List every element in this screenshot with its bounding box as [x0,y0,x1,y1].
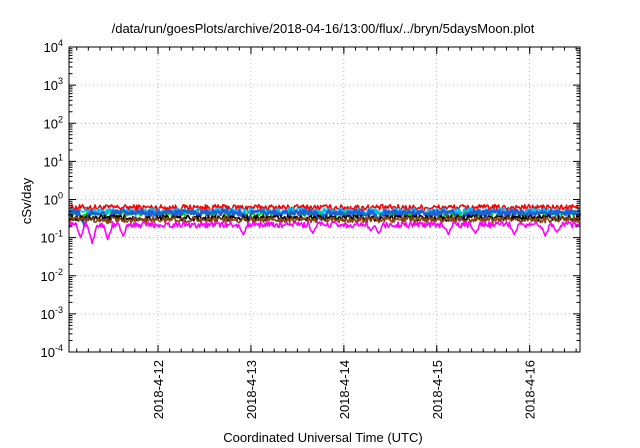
y-tick-label: 104 [44,38,63,55]
x-axis-label: Coordinated Universal Time (UTC) [223,430,422,445]
y-tick-label: 10-2 [41,267,63,284]
series-line [68,207,581,215]
y-tick-label: 10-1 [41,229,63,246]
x-tick-label: 2018-4-16 [523,360,538,419]
y-tick-label: 100 [44,191,63,208]
chart-title: /data/run/goesPlots/archive/2018-04-16/1… [112,21,535,36]
y-tick-label: 103 [44,76,63,93]
series-line [68,221,581,245]
y-tick-label: 10-3 [41,305,63,322]
series-line [68,203,581,212]
x-tick-label: 2018-4-15 [430,360,445,419]
plot-area [67,203,582,245]
axis-ticks: 10-4 10-3 10-2 10-1 100 101 102 103 104 2018-4-12… [41,38,580,419]
y-axis-label: cSv/day [19,177,34,224]
grid [69,47,580,352]
y-tick-label: 102 [44,114,63,131]
series-line [68,215,581,224]
series-line [67,208,582,228]
y-tick-label: 101 [44,152,63,169]
x-tick-label: 2018-4-13 [244,360,259,419]
y-tick-label: 10-4 [41,343,63,360]
x-tick-label: 2018-4-14 [337,360,352,419]
x-tick-label: 2018-4-12 [151,360,166,419]
